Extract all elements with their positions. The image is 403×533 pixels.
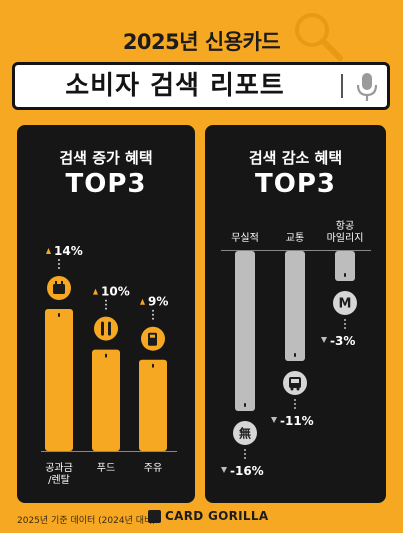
- magnifier-icon: [295, 13, 343, 61]
- bar-marker: [344, 273, 346, 277]
- value-label: -16%: [230, 464, 264, 478]
- decrease-panel-subtitle: TOP3: [255, 169, 336, 199]
- dot-leader: [244, 449, 246, 459]
- bar: [92, 349, 120, 451]
- decrease-arrow-icon: [221, 467, 227, 473]
- bar: [45, 309, 73, 451]
- utensils-icon: [94, 316, 118, 341]
- increase-panel: 검색 증가 혜택 TOP3 14% 공과금/렌탈 10% 푸드 9% 주유: [17, 125, 195, 503]
- value-label: -3%: [330, 334, 355, 348]
- bar: [139, 359, 167, 451]
- top-title: 2025년 신용카드: [122, 30, 281, 54]
- increase-arrow-icon: [93, 288, 98, 295]
- value-label: 14%: [54, 244, 83, 258]
- increase-arrow-icon: [140, 298, 145, 305]
- bar-marker: [152, 363, 154, 368]
- category-label: 항공 마일리지: [327, 220, 364, 244]
- decrease-panel-title: 검색 감소 혜택: [248, 149, 343, 167]
- category-label: 무실적: [231, 232, 259, 244]
- dot-leader: [152, 309, 154, 320]
- icon-glyph: M: [339, 297, 352, 312]
- value-label: -11%: [280, 414, 314, 428]
- increase-chart: 14% 공과금/렌탈 10% 푸드 9% 주유: [41, 244, 177, 486]
- no-performance-icon: [233, 421, 257, 445]
- decrease-arrow-icon: [271, 417, 277, 423]
- increase-arrow-icon: [46, 248, 51, 254]
- mileage-icon: [333, 291, 357, 315]
- icon-glyph: 無: [239, 426, 251, 441]
- bar-marker: [105, 353, 107, 358]
- search-bar[interactable]: 소비자 검색 리포트: [12, 62, 390, 110]
- category-label: 주유: [144, 462, 162, 474]
- value-label: 9%: [148, 295, 168, 309]
- brand-name: CARD GORILLA: [165, 509, 269, 523]
- decrease-arrow-icon: [321, 337, 327, 343]
- gorilla-logo-icon: [148, 510, 161, 523]
- search-query: 소비자 검색 리포트: [65, 71, 285, 101]
- category-label: 푸드: [97, 463, 115, 474]
- dot-leader: [344, 319, 346, 329]
- category-label: 공과금/렌탈: [45, 462, 73, 486]
- decrease-chart: 無 -16% 무실적 -11% 교통 M -3% 항공 마일리지: [221, 220, 371, 478]
- search-divider: [341, 74, 343, 98]
- bar-marker: [244, 403, 246, 407]
- value-label: 10%: [101, 285, 130, 299]
- decrease-panel: 검색 감소 혜택 TOP3 無 -16% 무실적 -11% 교통 M -3% 항공 마일리지: [205, 125, 386, 503]
- dot-leader: [58, 259, 60, 269]
- bar: [285, 251, 305, 361]
- bar: [335, 251, 355, 281]
- category-label: 교통: [286, 232, 304, 244]
- dot-leader: [294, 399, 296, 409]
- footer-note: 2025년 기준 데이터 (2024년 대비): [17, 516, 156, 526]
- bar-marker: [294, 353, 296, 357]
- increase-panel-subtitle: TOP3: [65, 169, 147, 199]
- dot-leader: [105, 299, 107, 310]
- increase-panel-title: 검색 증가 혜택: [59, 149, 153, 167]
- bar: [235, 251, 255, 411]
- bar-marker: [58, 313, 60, 317]
- microphone-icon[interactable]: [354, 71, 380, 103]
